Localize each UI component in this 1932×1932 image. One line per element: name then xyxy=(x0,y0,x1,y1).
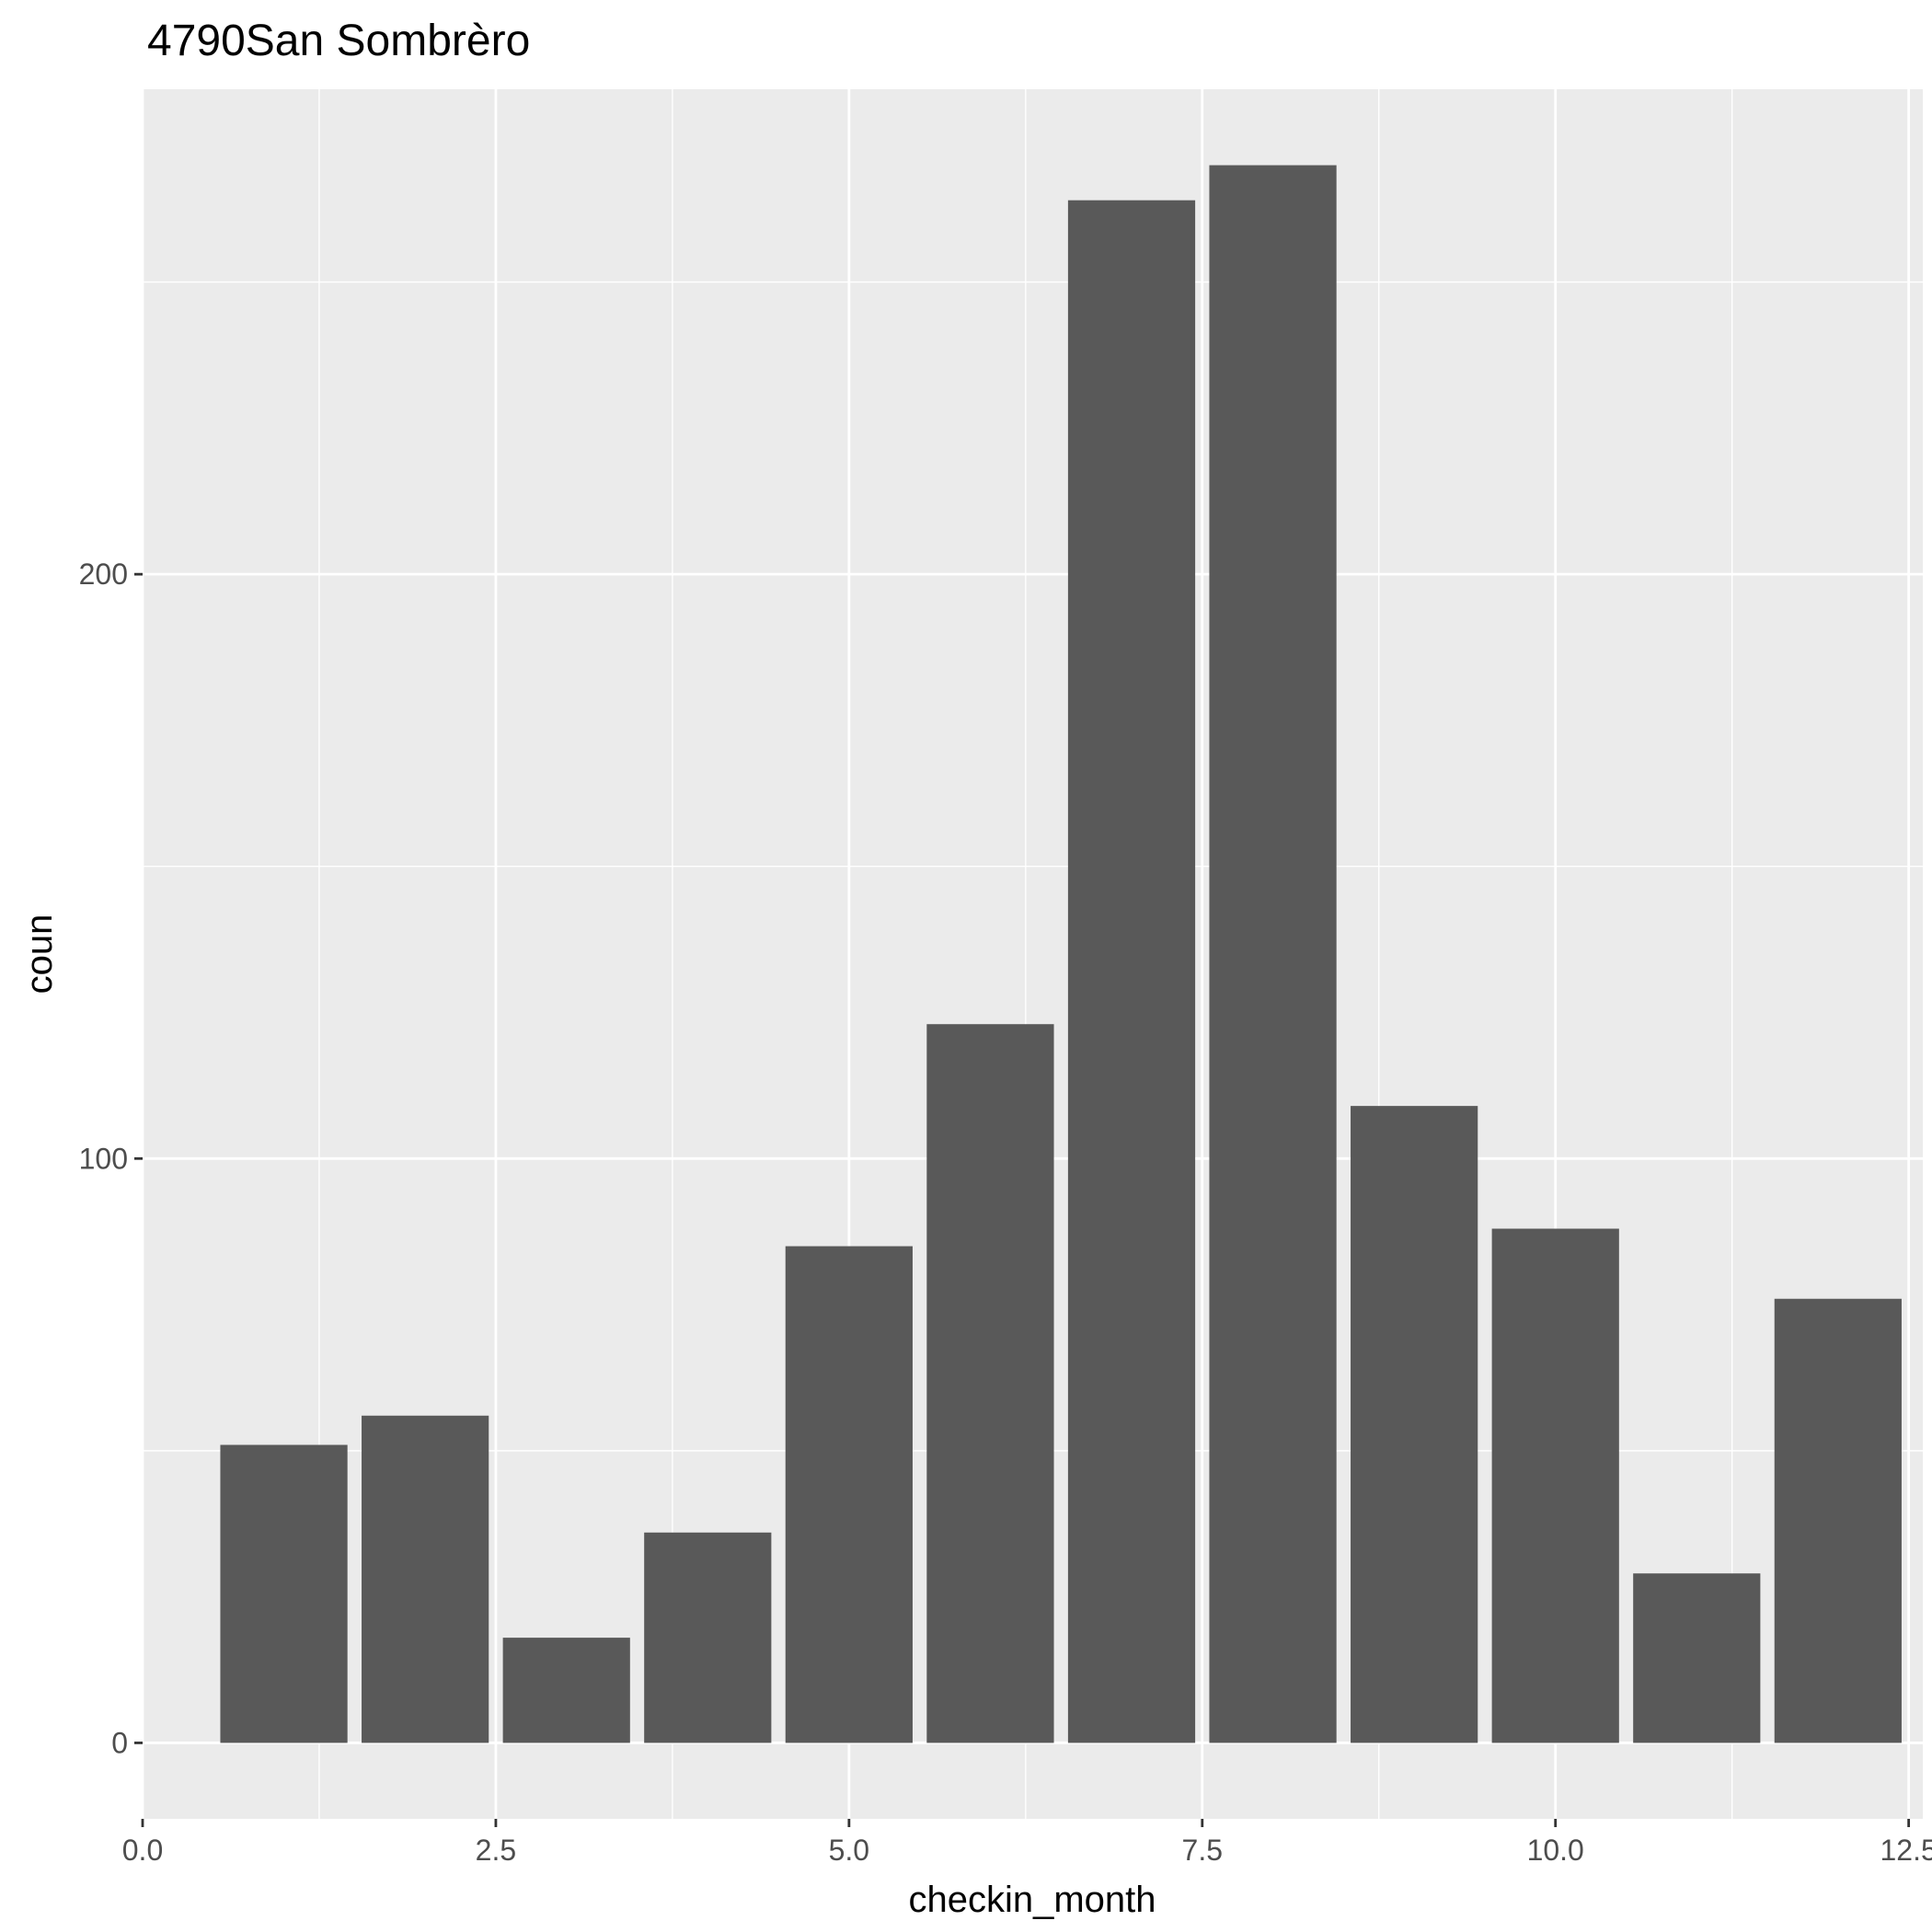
y-tick-label: 100 xyxy=(79,1142,128,1175)
y-axis: 0 100 200 xyxy=(79,558,143,1759)
bar-month-1 xyxy=(220,1444,348,1743)
chart-title: 4790San Sombrèro xyxy=(147,17,530,65)
bar-month-6 xyxy=(926,1024,1054,1743)
bars xyxy=(220,165,1902,1743)
bar-month-5 xyxy=(785,1246,913,1743)
y-axis-title: coun xyxy=(19,914,60,995)
bar-month-7 xyxy=(1067,200,1196,1743)
x-axis-title: checkin_month xyxy=(908,1880,1156,1920)
bar-month-4 xyxy=(644,1532,772,1743)
x-tick-label: 0.0 xyxy=(122,1834,163,1867)
bar-month-2 xyxy=(362,1415,489,1743)
bar-month-10 xyxy=(1491,1228,1619,1743)
x-tick-label: 12.5 xyxy=(1880,1834,1932,1867)
x-tick-label: 7.5 xyxy=(1182,1834,1223,1867)
y-tick-label: 0 xyxy=(111,1726,128,1759)
bar-month-9 xyxy=(1351,1106,1478,1743)
bar-month-3 xyxy=(502,1638,630,1743)
bar-month-11 xyxy=(1633,1573,1761,1743)
bar-month-12 xyxy=(1774,1298,1902,1743)
x-tick-label: 2.5 xyxy=(476,1834,516,1867)
x-tick-label: 10.0 xyxy=(1527,1834,1584,1867)
bar-month-8 xyxy=(1209,165,1337,1743)
x-axis: 0.0 2.5 5.0 7.5 10.0 12.5 xyxy=(122,1819,1932,1867)
x-tick-label: 5.0 xyxy=(829,1834,869,1867)
y-tick-label: 200 xyxy=(79,558,128,591)
